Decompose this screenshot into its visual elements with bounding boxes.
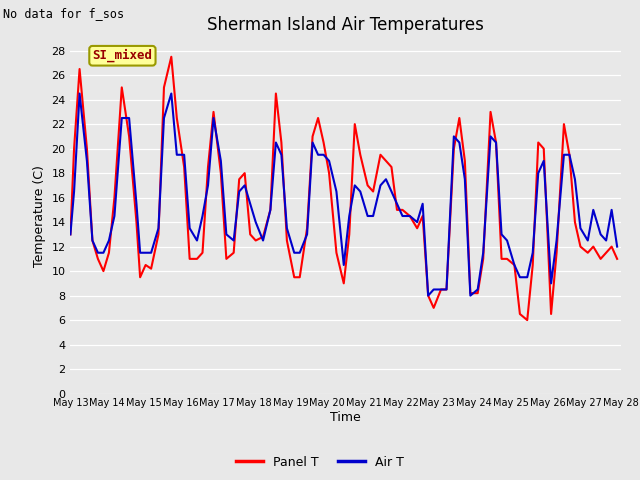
Y-axis label: Temperature (C): Temperature (C) [33, 165, 45, 267]
Title: Sherman Island Air Temperatures: Sherman Island Air Temperatures [207, 16, 484, 34]
Air T [424, 293, 432, 299]
Panel T [540, 146, 548, 152]
Air T [388, 189, 396, 194]
Air T [210, 115, 218, 121]
Panel T [613, 256, 621, 262]
Line: Panel T: Panel T [70, 57, 617, 320]
Legend: Panel T, Air T: Panel T, Air T [231, 451, 409, 474]
X-axis label: Time: Time [330, 411, 361, 424]
Panel T [67, 231, 74, 237]
Air T [67, 231, 74, 237]
Air T [198, 213, 206, 219]
Panel T [210, 109, 218, 115]
Panel T [168, 54, 175, 60]
Panel T [388, 164, 396, 170]
Air T [613, 244, 621, 250]
Air T [136, 250, 144, 256]
Panel T [198, 250, 206, 256]
Panel T [524, 317, 531, 323]
Air T [608, 207, 616, 213]
Air T [540, 158, 548, 164]
Panel T [132, 219, 140, 225]
Panel T [608, 244, 616, 250]
Text: No data for f_sos: No data for f_sos [3, 7, 124, 20]
Line: Air T: Air T [70, 94, 617, 296]
Text: SI_mixed: SI_mixed [92, 49, 152, 62]
Air T [76, 91, 83, 96]
